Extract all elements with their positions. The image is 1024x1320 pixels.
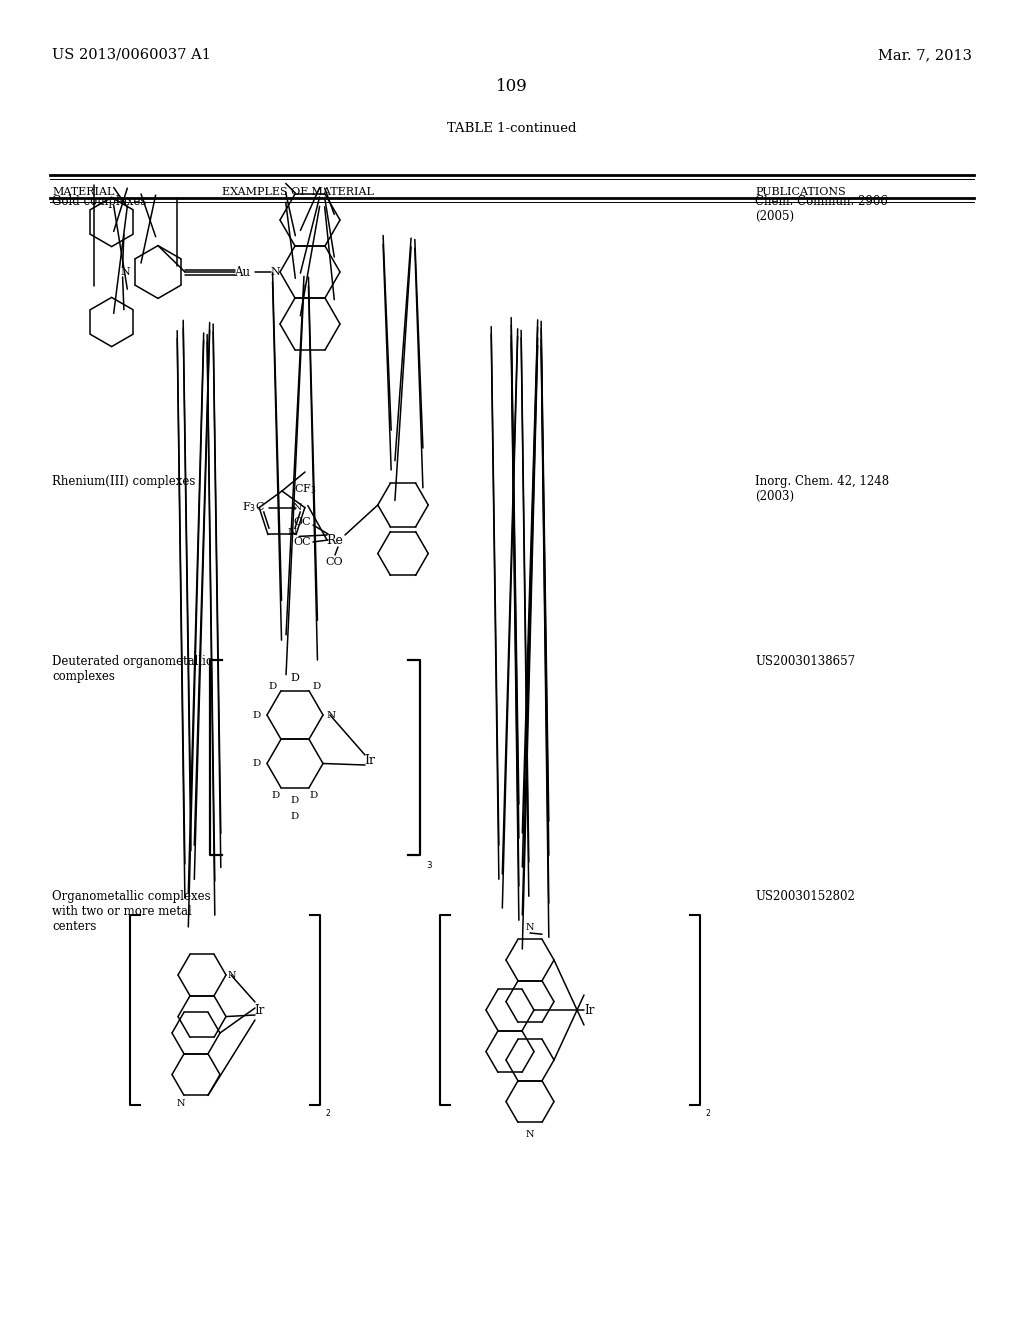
Text: $_3$: $_3$: [426, 858, 433, 871]
Text: 109: 109: [496, 78, 528, 95]
Text: D: D: [313, 682, 322, 692]
Text: Ir: Ir: [365, 754, 376, 767]
Text: TABLE 1-continued: TABLE 1-continued: [447, 121, 577, 135]
Text: D: D: [253, 710, 261, 719]
Text: $_2$: $_2$: [325, 1107, 331, 1121]
Text: N: N: [525, 923, 535, 932]
Text: D: D: [253, 759, 261, 768]
Text: CO: CO: [325, 557, 343, 568]
Text: Re: Re: [327, 533, 343, 546]
Text: Rhenium(III) complexes: Rhenium(III) complexes: [52, 475, 196, 488]
Text: Inorg. Chem. 42, 1248
(2003): Inorg. Chem. 42, 1248 (2003): [755, 475, 889, 503]
Text: Au: Au: [234, 265, 250, 279]
Text: Mar. 7, 2013: Mar. 7, 2013: [878, 48, 972, 62]
Text: D: D: [272, 791, 281, 800]
Text: MATERIAL: MATERIAL: [52, 187, 115, 197]
Text: D: D: [291, 812, 299, 821]
Text: D: D: [310, 791, 318, 800]
Text: N: N: [327, 710, 336, 719]
Text: US 2013/0060037 A1: US 2013/0060037 A1: [52, 48, 211, 62]
Text: N: N: [288, 528, 297, 537]
Text: D: D: [291, 796, 299, 805]
Text: Gold complexes: Gold complexes: [52, 195, 146, 209]
Text: Ir: Ir: [585, 1003, 595, 1016]
Text: N: N: [270, 267, 280, 277]
Text: D: D: [291, 673, 299, 682]
Text: EXAMPLES OF MATERIAL: EXAMPLES OF MATERIAL: [222, 187, 374, 197]
Text: D: D: [269, 682, 278, 692]
Text: Organometallic complexes
with two or more metal
centers: Organometallic complexes with two or mor…: [52, 890, 211, 933]
Text: N: N: [292, 503, 301, 512]
Text: $_2$: $_2$: [705, 1107, 712, 1121]
Text: F$_3$C: F$_3$C: [242, 500, 265, 515]
Text: PUBLICATIONS: PUBLICATIONS: [755, 187, 846, 197]
Text: OC: OC: [293, 537, 310, 546]
Text: OC: OC: [293, 517, 310, 527]
Text: Deuterated organometallic
complexes: Deuterated organometallic complexes: [52, 655, 213, 682]
Text: CF$_3$: CF$_3$: [294, 482, 316, 496]
Text: N: N: [525, 1130, 535, 1139]
Text: US20030138657: US20030138657: [755, 655, 855, 668]
Text: Ir: Ir: [255, 1003, 265, 1016]
Text: N: N: [177, 1098, 185, 1107]
Text: N: N: [121, 267, 130, 277]
Text: N: N: [227, 970, 237, 979]
Text: Chem. Commun. 2906
(2005): Chem. Commun. 2906 (2005): [755, 195, 888, 223]
Text: US20030152802: US20030152802: [755, 890, 855, 903]
